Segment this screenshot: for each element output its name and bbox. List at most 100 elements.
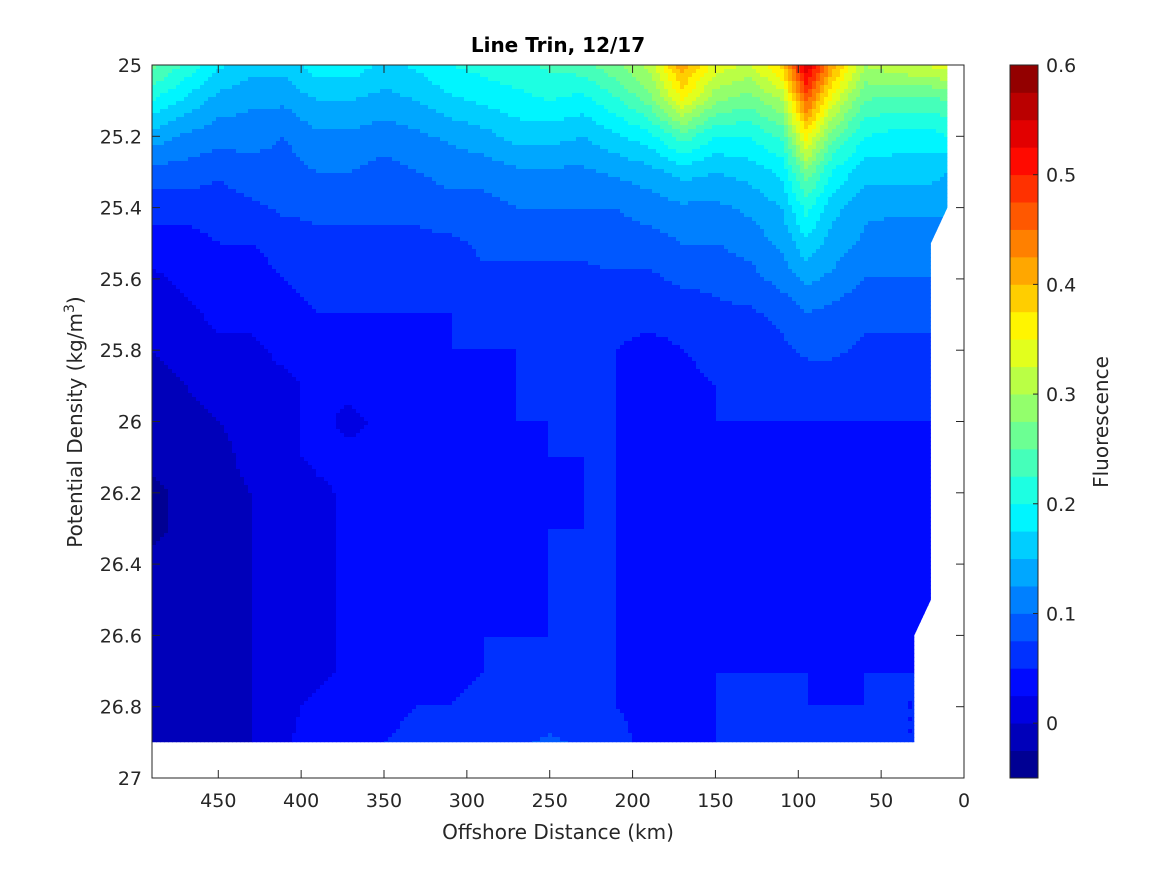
contour-cell xyxy=(524,161,529,166)
contour-cell xyxy=(576,145,581,150)
contour-cell xyxy=(428,129,433,134)
contour-cell xyxy=(472,81,477,86)
contour-cell xyxy=(712,153,717,158)
contour-cell xyxy=(480,161,485,166)
contour-cell xyxy=(832,97,837,102)
contour-cell xyxy=(464,129,469,134)
contour-cell xyxy=(344,101,349,106)
contour-cell xyxy=(164,105,169,110)
contour-cell xyxy=(432,149,437,154)
contour-cell xyxy=(840,121,845,126)
contour-cell xyxy=(584,65,589,70)
contour-cell xyxy=(548,157,553,162)
contour-cell xyxy=(576,77,581,82)
contour-cell xyxy=(640,117,645,122)
contour-cell xyxy=(444,85,449,90)
contour-cell xyxy=(600,109,605,114)
contour-cell xyxy=(260,153,265,158)
contour-cell xyxy=(644,73,649,78)
contour-cell xyxy=(564,121,569,126)
contour-cell xyxy=(560,117,565,122)
contour-cell xyxy=(216,85,221,90)
contour-cell xyxy=(452,73,457,78)
contour-cell xyxy=(512,129,517,134)
contour-cell xyxy=(860,157,865,162)
contour-cell xyxy=(244,81,249,86)
contour-cell xyxy=(252,157,257,162)
contour-cell xyxy=(668,149,673,154)
contour-cell xyxy=(584,125,589,130)
contour-cell xyxy=(280,105,285,110)
contour-cell xyxy=(568,105,573,110)
contour-cell xyxy=(704,69,709,74)
contour-cell xyxy=(932,69,937,74)
contour-cell xyxy=(428,73,433,78)
contour-cell xyxy=(152,161,157,166)
contour-cell xyxy=(328,89,333,94)
contour-cell xyxy=(472,149,477,154)
contour-cell xyxy=(680,113,685,118)
contour-cell xyxy=(888,133,893,138)
contour-cell xyxy=(432,125,437,130)
contour-cell xyxy=(308,137,313,142)
contour-cell xyxy=(560,101,565,106)
contour-cell xyxy=(552,145,557,150)
contour-cell xyxy=(200,145,205,150)
contour-cell xyxy=(172,145,177,150)
contour-cell xyxy=(656,81,661,86)
contour-cell xyxy=(372,113,377,118)
contour-cell xyxy=(684,81,689,86)
contour-cell xyxy=(700,85,705,90)
contour-cell xyxy=(472,97,477,102)
contour-cell xyxy=(188,77,193,82)
contour-cell xyxy=(456,129,461,134)
contour-cell xyxy=(476,161,481,166)
contour-cell xyxy=(404,81,409,86)
contour-cell xyxy=(576,141,581,146)
contour-cell xyxy=(460,117,465,122)
contour-cell xyxy=(936,157,941,162)
contour-cell xyxy=(516,77,521,82)
contour-cell xyxy=(776,145,781,150)
contour-cell xyxy=(864,65,869,70)
contour-cell xyxy=(280,157,285,162)
contour-cell xyxy=(268,149,273,154)
contour-cell xyxy=(440,121,445,126)
contour-cell xyxy=(660,89,665,94)
contour-cell xyxy=(316,149,321,154)
contour-cell xyxy=(744,85,749,90)
contour-cell xyxy=(236,137,241,142)
contour-cell xyxy=(272,149,277,154)
contour-cell xyxy=(352,93,357,98)
contour-cell xyxy=(772,121,777,126)
contour-cell xyxy=(444,157,449,162)
contour-cell xyxy=(828,149,833,154)
contour-cell xyxy=(856,141,861,146)
contour-cell xyxy=(564,137,569,142)
contour-cell xyxy=(720,157,725,162)
contour-cell xyxy=(852,93,857,98)
contour-cell xyxy=(508,125,513,130)
contour-cell xyxy=(876,93,881,98)
contour-cell xyxy=(928,101,933,106)
contour-cell xyxy=(372,73,377,78)
contour-cell xyxy=(284,101,289,106)
contour-cell xyxy=(816,113,821,118)
contour-cell xyxy=(932,137,937,142)
contour-cell xyxy=(508,145,513,150)
contour-cell xyxy=(732,125,737,130)
contour-cell xyxy=(412,81,417,86)
contour-cell xyxy=(560,153,565,158)
contour-cell xyxy=(932,85,937,90)
contour-cell xyxy=(908,129,913,134)
contour-cell xyxy=(428,97,433,102)
contour-cell xyxy=(240,145,245,150)
contour-cell xyxy=(904,85,909,90)
contour-cell xyxy=(324,117,329,122)
contour-cell xyxy=(316,153,321,158)
contour-cell xyxy=(652,105,657,110)
contour-cell xyxy=(636,161,641,166)
contour-cell xyxy=(432,105,437,110)
contour-cell xyxy=(580,101,585,106)
contour-cell xyxy=(292,113,297,118)
